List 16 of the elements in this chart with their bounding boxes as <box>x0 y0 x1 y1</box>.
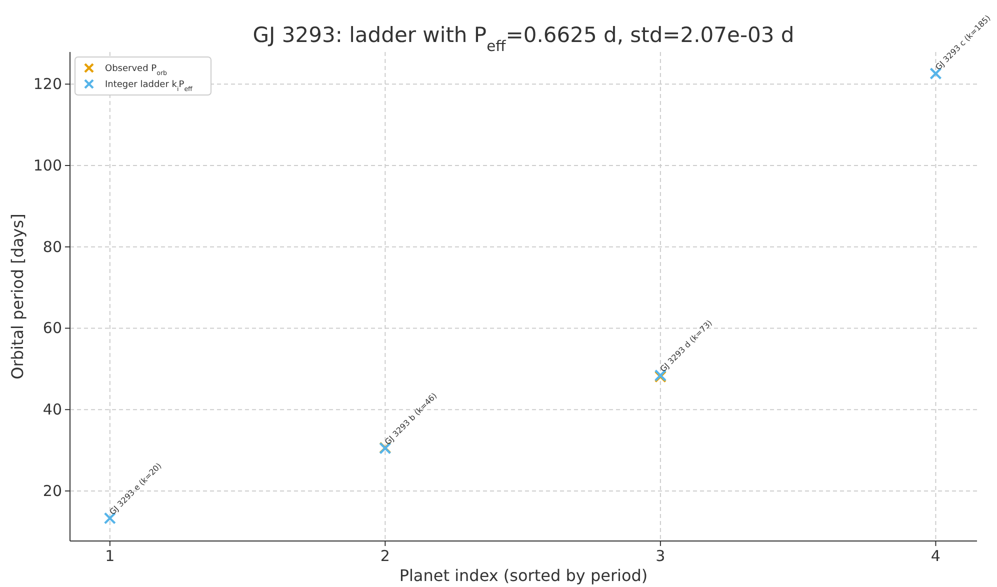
y-tick-label: 60 <box>42 319 62 338</box>
x-tick-label: 4 <box>930 547 940 565</box>
x-tick-label: 3 <box>656 547 666 565</box>
y-tick-label: 100 <box>33 156 62 175</box>
y-tick-label: 80 <box>42 238 62 256</box>
point <box>104 512 116 524</box>
y-tick-label: 40 <box>42 400 62 419</box>
chart-title: GJ 3293: ladder with P$_{eff}$=0.6625 d, std=2.07e-03 d <box>252 23 794 54</box>
y-tick-label: 120 <box>33 75 62 94</box>
x-axis-title: Planet index (sorted by period) <box>399 566 648 585</box>
legend-label: Integer ladder k$_{i}$P$_{eff}$ <box>105 80 194 92</box>
y-tick-label: 20 <box>42 482 62 500</box>
x-tick-label: 2 <box>380 547 390 565</box>
y-axis-title: Orbital period [days] <box>8 214 27 380</box>
legend-label: Observed P$_{orb}$ <box>105 64 168 76</box>
x-tick-label: 1 <box>105 547 115 565</box>
